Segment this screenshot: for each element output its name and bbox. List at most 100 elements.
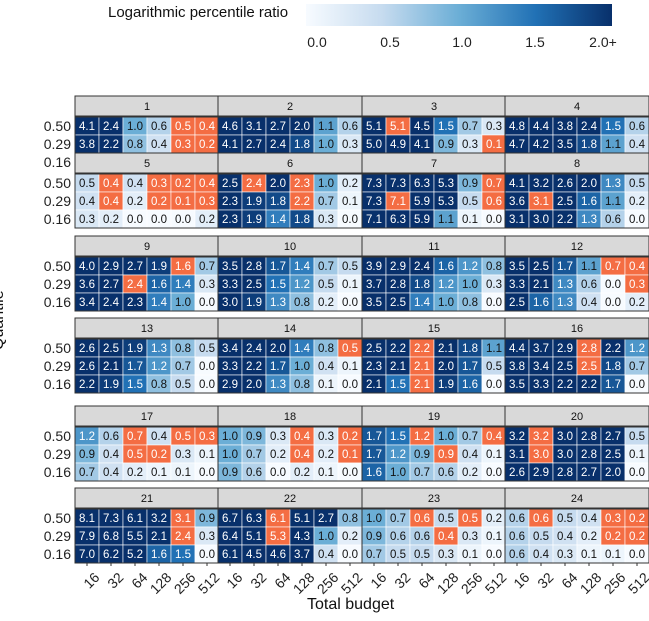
panel-title: 15: [428, 323, 440, 335]
cell-label: 0.0: [151, 214, 167, 226]
cell-label: 0.0: [342, 379, 358, 391]
cell-label: 1.5: [390, 379, 406, 391]
cell-label: 0.3: [199, 279, 215, 291]
cell-label: 1.9: [246, 196, 262, 208]
cell-label: 1.7: [557, 261, 573, 273]
cell-label: 0.3: [462, 531, 478, 543]
cell-label: 0.9: [222, 467, 238, 479]
cell-label: 0.2: [629, 513, 645, 525]
panel-7: 7 7.3 7.3 6.3 5.3 0.9 0.7 7.3 7.1 5.9 5.3 0.5 0.6 7.1…: [361, 152, 507, 229]
cell-label: 0.4: [199, 178, 216, 190]
cell-label: 2.2: [414, 343, 430, 355]
cell-label: 0.9: [79, 449, 95, 461]
cell-label: 3.7: [294, 549, 310, 561]
cell-label: 3.5: [509, 261, 525, 273]
cell-label: 0.5: [533, 531, 549, 543]
cell-label: 0.0: [486, 379, 502, 391]
cell-label: 0.3: [199, 196, 215, 208]
cell-label: 1.8: [605, 361, 621, 373]
cell-label: 0.4: [581, 297, 598, 309]
cell-label: 5.5: [127, 531, 143, 543]
cell-label: 0.4: [462, 449, 479, 461]
cell-label: 0.3: [318, 214, 334, 226]
cell-label: 6.8: [103, 531, 119, 543]
cell-label: 6.7: [222, 513, 238, 525]
colorbar-tick: 1.0: [452, 34, 472, 50]
cell-label: 3.4: [79, 297, 96, 309]
cell-label: 0.2: [605, 531, 621, 543]
legend-title: Logarithmic percentile ratio: [108, 4, 289, 21]
panel-title: 21: [141, 493, 153, 505]
x-tick-label: 256: [458, 569, 486, 597]
cell-label: 0.7: [318, 261, 334, 273]
cell-label: 0.9: [414, 449, 430, 461]
panel-title: 7: [431, 158, 437, 170]
cell-label: 2.0: [581, 178, 597, 190]
cell-label: 0.9: [438, 139, 454, 151]
cell-label: 5.3: [270, 531, 286, 543]
cell-label: 2.0: [294, 121, 310, 133]
y-tick-label: 0.29: [44, 358, 71, 374]
panel-title: 5: [144, 158, 150, 170]
cell-label: 0.3: [151, 178, 167, 190]
panel-11: 11 3.9 2.9 2.4 1.6 1.2 0.8 3.7 2.8 1.8 1.2 1.0 0.3 3.…: [361, 235, 507, 312]
cell-label: 0.4: [629, 261, 646, 273]
cell-label: 0.0: [199, 467, 215, 479]
cell-label: 3.3: [222, 361, 238, 373]
cell-label: 0.8: [462, 297, 478, 309]
cell-label: 1.8: [294, 139, 310, 151]
cell-label: 2.7: [127, 261, 143, 273]
cell-label: 0.2: [629, 196, 645, 208]
panel-title: 20: [571, 411, 583, 423]
cell-label: 4.6: [270, 549, 286, 561]
panel-20: 20 3.2 3.2 3.0 2.8 2.7 0.5 3.1 3.0 3.0 2.8 2.5 0.1 2.…: [504, 405, 649, 482]
cell-label: 0.5: [175, 431, 191, 443]
colorbar: [306, 4, 612, 26]
cell-label: 1.1: [486, 343, 502, 355]
cell-label: 7.1: [366, 214, 382, 226]
cell-label: 3.8: [557, 121, 573, 133]
x-tick-label: 128: [434, 569, 462, 597]
colorbar-tick: 1.5: [525, 34, 545, 50]
cell-label: 0.7: [246, 449, 262, 461]
panel-title: 17: [141, 411, 153, 423]
cell-label: 1.0: [366, 513, 382, 525]
cell-label: 2.4: [103, 121, 120, 133]
cell-label: 0.0: [605, 279, 621, 291]
cell-label: 0.8: [486, 261, 502, 273]
cell-label: 0.6: [414, 513, 430, 525]
cell-label: 0.6: [509, 531, 525, 543]
cell-label: 6.1: [222, 549, 238, 561]
cell-label: 1.4: [294, 261, 311, 273]
cell-label: 0.2: [629, 531, 645, 543]
cell-label: 2.6: [509, 467, 525, 479]
panel-14: 14 3.4 2.4 2.0 1.4 0.8 0.5 3.3 2.2 1.7 1.0 0.4 0.1 2.…: [217, 317, 363, 394]
cell-label: 0.6: [486, 196, 502, 208]
cell-label: 0.0: [629, 549, 645, 561]
cell-label: 8.1: [79, 513, 95, 525]
panel-title: 9: [144, 241, 150, 253]
panel-22: 22 6.7 6.3 6.1 5.1 2.7 0.8 6.4 5.1 5.3 4.3 1.0 0.2 6.…: [217, 487, 363, 564]
cell-label: 0.7: [605, 261, 621, 273]
cell-label: 2.7: [270, 121, 286, 133]
panel-title: 16: [571, 323, 583, 335]
cell-label: 1.2: [462, 261, 478, 273]
cell-label: 1.6: [366, 467, 382, 479]
cell-label: 0.5: [342, 261, 358, 273]
panel-strip: [504, 152, 649, 174]
cell-label: 0.5: [318, 279, 334, 291]
cell-label: 4.4: [533, 121, 550, 133]
cell-label: 2.5: [222, 178, 238, 190]
cell-label: 5.1: [366, 121, 382, 133]
cell-label: 0.0: [199, 549, 215, 561]
cell-label: 2.9: [103, 261, 119, 273]
cell-label: 0.2: [342, 531, 358, 543]
cell-label: 1.2: [294, 279, 310, 291]
cell-label: 4.6: [222, 121, 238, 133]
cell-label: 1.2: [438, 279, 454, 291]
cell-label: 0.0: [199, 361, 215, 373]
panel-title: 14: [284, 323, 296, 335]
cell-label: 1.8: [270, 196, 286, 208]
cell-label: 2.0: [246, 379, 262, 391]
cell-label: 6.3: [414, 178, 430, 190]
